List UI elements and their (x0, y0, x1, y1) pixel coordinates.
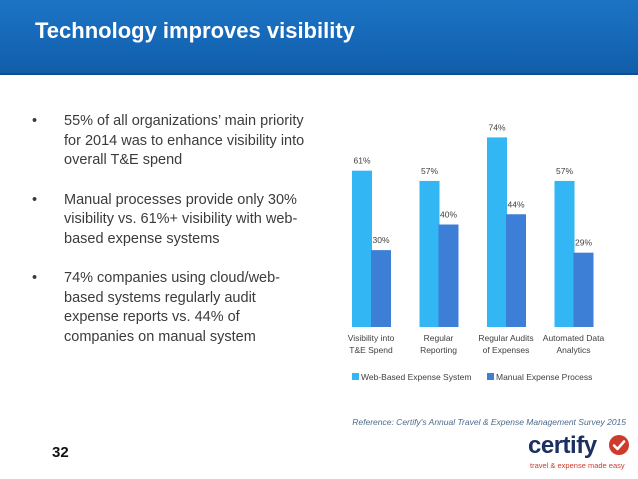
data-label: 57% (421, 166, 438, 176)
category-label: Regular Audits (478, 333, 533, 343)
title-bar: Technology improves visibility (0, 0, 638, 75)
legend-label: Web-Based Expense System (361, 372, 471, 382)
data-label: 44% (507, 199, 524, 209)
bar-web-based-2 (487, 137, 507, 327)
bullet-text: 55% of all organizations’ main priority … (64, 113, 305, 168)
bullet-list: • 55% of all organizations’ main priority… (32, 112, 312, 367)
bullet-item: • Manual processes provide only 30% visib… (32, 191, 312, 250)
bullet-item: • 74% companies using cloud/web-based sys… (32, 269, 312, 347)
category-label: Regular (424, 333, 454, 343)
logo-wordmark: certify (528, 432, 597, 459)
bullet-item: • 55% of all organizations’ main priority… (32, 112, 312, 171)
legend-label: Manual Expense Process (496, 372, 592, 382)
page-number: 32 (52, 444, 69, 461)
category-label: T&E Spend (349, 345, 393, 355)
bar-web-based-1 (419, 180, 440, 327)
data-label: 40% (440, 210, 457, 220)
bullet-text: 74% companies using cloud/web-based syst… (64, 270, 281, 345)
bullet-dot-icon: • (32, 113, 38, 129)
bullet-dot-icon: • (32, 270, 38, 286)
data-label: 57% (556, 166, 573, 176)
data-label: 61% (353, 156, 370, 166)
slide-title: Technology improves visibility (35, 18, 355, 43)
bar-manual-3 (573, 252, 594, 327)
bar-manual-0 (371, 250, 391, 327)
reference-note: Reference: Certify's Annual Travel & Exp… (352, 417, 626, 427)
bar-manual-1 (438, 224, 459, 327)
bullet-dot-icon: • (32, 191, 38, 208)
legend-swatch (487, 373, 494, 380)
bar-manual-2 (506, 214, 526, 327)
bar-web-based-0 (352, 170, 372, 327)
bar-chart: 61% 30% Visibility into T&E Spend 57% 40% Regu… (348, 122, 605, 382)
legend-swatch (352, 373, 359, 380)
category-label: of Expenses (483, 345, 530, 355)
checkmark-badge-icon (609, 435, 629, 455)
logo-tagline: travel & expense made easy (530, 461, 625, 470)
data-label: 74% (488, 122, 505, 132)
certify-logo: certify travel & expense made easy (528, 432, 632, 472)
category-label: Visibility into (348, 333, 395, 343)
data-label: 30% (372, 235, 389, 245)
category-label: Reporting (420, 345, 457, 355)
bullet-text: Manual processes provide only 30% visibi… (64, 191, 298, 247)
bar-web-based-3 (554, 180, 575, 327)
data-label: 29% (575, 238, 592, 248)
category-label: Automated Data (543, 333, 605, 343)
category-label: Analytics (556, 345, 590, 355)
